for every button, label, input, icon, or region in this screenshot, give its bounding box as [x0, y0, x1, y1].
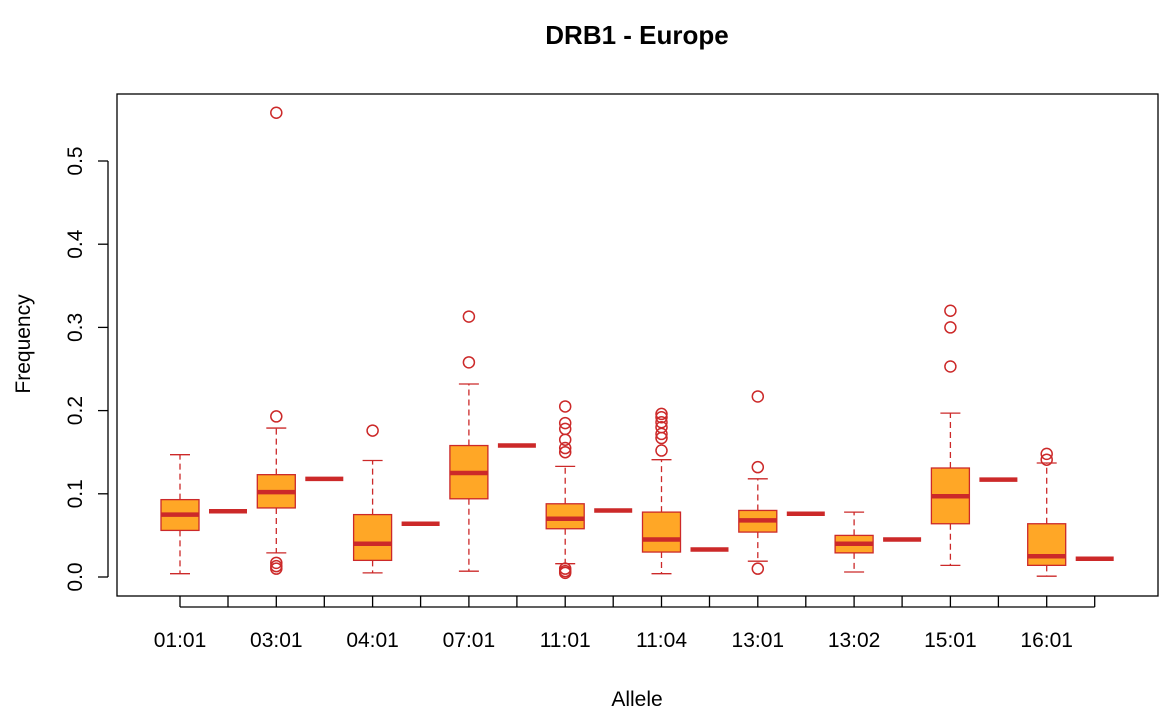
y-axis-label: Frequency	[12, 294, 35, 394]
outlier-point	[655, 411, 668, 424]
outlier-point	[462, 310, 476, 323]
y-tick-label: 0.2	[64, 396, 87, 425]
x-tick-label: 01:01	[154, 629, 207, 652]
outlier-point	[558, 441, 572, 455]
x-tick-label: 11:01	[540, 629, 591, 652]
outlier-point	[655, 444, 668, 457]
y-axis: 0.0 0.1 0.2 0.3 0.4 0.5	[64, 146, 109, 592]
x-axis: 01:01 03:01 04:01 07:01 11:01 11:04 13:01 13:02…	[154, 596, 1096, 652]
box-04-01	[352, 424, 440, 574]
chart-title: DRB1 - Europe	[545, 20, 728, 50]
outlier-point	[270, 410, 283, 423]
y-tick-label: 0.3	[64, 313, 87, 342]
box-03-01	[256, 106, 344, 575]
x-tick-label: 03:01	[250, 629, 303, 652]
box-13-01	[738, 390, 825, 575]
outlier-point	[751, 460, 765, 474]
box-iqr	[1027, 523, 1067, 567]
outlier-point	[558, 445, 572, 459]
box-iqr	[545, 503, 585, 530]
outlier-point	[1040, 447, 1053, 461]
outlier-point	[558, 416, 572, 430]
outlier-point	[558, 566, 572, 580]
x-axis-label: Allele	[611, 688, 662, 711]
y-tick-label: 0.4	[64, 229, 87, 259]
outlier-point	[366, 424, 379, 437]
outlier-point	[655, 407, 668, 421]
box-iqr	[641, 511, 682, 553]
outlier-point	[751, 390, 765, 403]
box-13-02	[834, 511, 922, 573]
outlier-point	[558, 400, 572, 413]
x-tick-label: 13:01	[732, 629, 785, 652]
x-tick-label: 11:04	[636, 629, 687, 652]
x-tick-label: 04:01	[346, 629, 399, 652]
y-tick-label: 0.0	[64, 562, 87, 591]
outlier-point	[751, 562, 765, 575]
outlier-point	[558, 433, 572, 446]
box-16-01	[1027, 447, 1114, 577]
outlier-point	[944, 321, 957, 334]
boxes-group	[160, 106, 1114, 580]
box-11-04	[641, 407, 729, 575]
x-tick-label: 16:01	[1020, 629, 1073, 652]
y-tick-label: 0.5	[64, 146, 87, 175]
box-15-01	[930, 304, 1018, 567]
box-11-01	[545, 400, 633, 580]
box-07-01	[449, 310, 536, 572]
outlier-point	[655, 427, 668, 441]
outlier-point	[944, 360, 957, 373]
outlier-point	[944, 304, 957, 318]
x-tick-label: 13:02	[828, 629, 881, 652]
outlier-point	[270, 562, 283, 575]
outlier-point	[462, 356, 476, 369]
y-tick-label: 0.1	[64, 479, 87, 508]
x-tick-label: 15:01	[924, 629, 977, 652]
outlier-point	[270, 106, 283, 119]
box-01-01	[160, 454, 247, 575]
outlier-point	[655, 431, 668, 445]
box-iqr	[352, 513, 393, 562]
outlier-point	[270, 556, 283, 570]
outlier-point	[1040, 453, 1053, 466]
plot-frame	[116, 93, 1159, 597]
x-tick-label: 07:01	[443, 629, 496, 652]
